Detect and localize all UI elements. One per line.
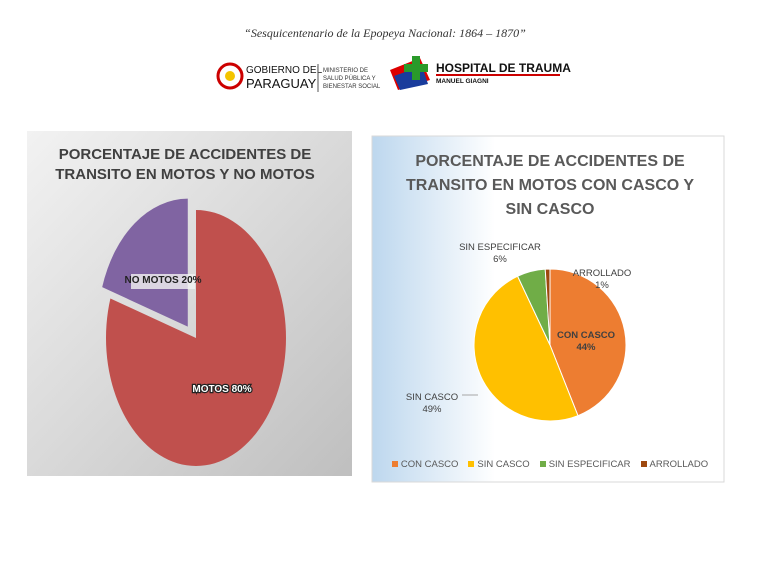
motto: “Sesquicentenario de la Epopeya Nacional… [244,26,526,40]
pie-slice [549,268,627,417]
data-label-category: SIN CASCO [406,392,458,403]
data-label-category: NO MOTOS [124,275,179,286]
data-label-value: 49% [422,404,442,415]
data-label: SIN CASCO 49% [406,392,458,415]
data-label-value: 20% [182,275,202,286]
gov-seal [225,71,235,81]
legend-item: CON CASCO [391,459,459,470]
data-label: ARROLLADO 1% [573,268,632,291]
legend-label: SIN CASCO [477,459,530,470]
ministry: BIENESTAR SOCIAL [323,84,381,90]
gov-name: PARAGUAY [246,76,317,91]
legend-swatch [640,461,647,468]
data-label-category: CON CASCO [557,330,615,341]
data-label-category: ARROLLADO [573,268,632,279]
ministry: SALUD PÚBLICA Y [323,75,376,82]
data-label-value: 1% [595,280,609,291]
data-label: SIN ESPECIFICAR 6% [459,242,541,265]
gov-name: GOBIERNO DEL [246,65,323,76]
legend-item: SIN ESPECIFICAR [539,459,631,470]
legend-label: CON CASCO [400,459,459,470]
data-label-value: 44% [576,342,596,353]
data-label-category: SIN ESPECIFICAR [459,242,541,253]
data-label: MOTOS 80% [192,384,251,395]
legend-swatch [391,461,398,468]
chart-title: PORCENTAJE DE ACCIDENTES DE TRANSITO EN … [55,146,315,183]
legend-item: ARROLLADO [640,459,709,470]
legend-swatch [468,461,475,468]
legend-label: ARROLLADO [649,459,709,470]
hospital-name: HOSPITAL DE TRAUMA [436,61,571,75]
chart-title: PORCENTAJE DE ACCIDENTES DE TRANSITO EN … [405,153,695,218]
ministry: MINISTERIO DE [323,68,368,74]
pie-slice [102,198,188,327]
legend-label: SIN ESPECIFICAR [548,459,631,470]
legend: CON CASCO SIN CASCO SIN ESPECIFICAR ARROLLA… [385,459,715,470]
pie-slice [473,275,579,422]
legend-item: SIN CASCO [468,459,530,470]
data-label: NO MOTOS 20% [124,275,201,286]
data-label-category: MOTOS [192,384,229,395]
data-label-value: 80% [232,384,252,395]
data-label-value: 6% [493,254,507,265]
pie-slice [106,210,286,466]
pie-slice [544,268,551,346]
hospital-sub: MANUEL GIAGNI [436,78,489,85]
data-label: CON CASCO 44% [557,330,615,353]
hospital-cross [404,56,428,80]
label-bg [131,274,195,289]
legend-swatch [539,461,546,468]
